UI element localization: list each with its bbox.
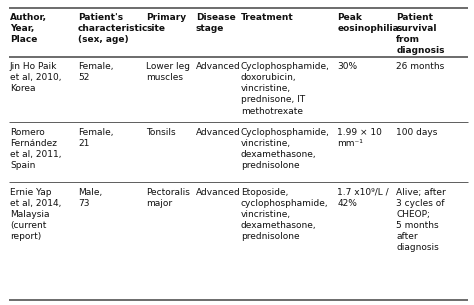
Text: Author,
Year,
Place: Author, Year, Place xyxy=(10,13,47,44)
Text: Patient's
characteristic
(sex, age): Patient's characteristic (sex, age) xyxy=(78,13,148,44)
Text: Advanced: Advanced xyxy=(196,188,240,197)
Text: Cyclophosphamide,
vincristine,
dexamethasone,
prednisolone: Cyclophosphamide, vincristine, dexametha… xyxy=(241,128,329,170)
Text: Treatment: Treatment xyxy=(241,13,293,22)
Text: Patient
survival
from
diagnosis: Patient survival from diagnosis xyxy=(396,13,445,56)
Text: Romero
Fernández
et al, 2011,
Spain: Romero Fernández et al, 2011, Spain xyxy=(10,128,62,170)
Text: Primary
site: Primary site xyxy=(146,13,186,33)
Text: Female,
21: Female, 21 xyxy=(78,128,113,148)
Text: Advanced: Advanced xyxy=(196,128,240,137)
Text: Pectoralis
major: Pectoralis major xyxy=(146,188,190,208)
Text: Advanced: Advanced xyxy=(196,62,240,71)
Text: Female,
52: Female, 52 xyxy=(78,62,113,82)
Text: Jin Ho Paik
et al, 2010,
Korea: Jin Ho Paik et al, 2010, Korea xyxy=(10,62,62,93)
Text: Alive; after
3 cycles of
CHEOP;
5 months
after
diagnosis: Alive; after 3 cycles of CHEOP; 5 months… xyxy=(396,188,446,252)
Text: Tonsils: Tonsils xyxy=(146,128,176,137)
Text: 1.7 x10⁹/L /
42%: 1.7 x10⁹/L / 42% xyxy=(337,188,389,208)
Text: 100 days: 100 days xyxy=(396,128,438,137)
Text: 30%: 30% xyxy=(337,62,357,71)
Text: 1.99 × 10
mm⁻¹: 1.99 × 10 mm⁻¹ xyxy=(337,128,382,148)
Text: Male,
73: Male, 73 xyxy=(78,188,102,208)
Text: Cyclophosphamide,
doxorubicin,
vincristine,
prednisone, IT
methotrexate: Cyclophosphamide, doxorubicin, vincristi… xyxy=(241,62,329,116)
Text: Ernie Yap
et al, 2014,
Malaysia
(current
report): Ernie Yap et al, 2014, Malaysia (current… xyxy=(10,188,61,241)
Text: Disease
stage: Disease stage xyxy=(196,13,236,33)
Text: Lower leg
muscles: Lower leg muscles xyxy=(146,62,190,82)
Text: Etoposide,
cyclophosphamide,
vincristine,
dexamethasone,
prednisolone: Etoposide, cyclophosphamide, vincristine… xyxy=(241,188,328,241)
Text: Peak
eosinophilia: Peak eosinophilia xyxy=(337,13,399,33)
Text: 26 months: 26 months xyxy=(396,62,445,71)
